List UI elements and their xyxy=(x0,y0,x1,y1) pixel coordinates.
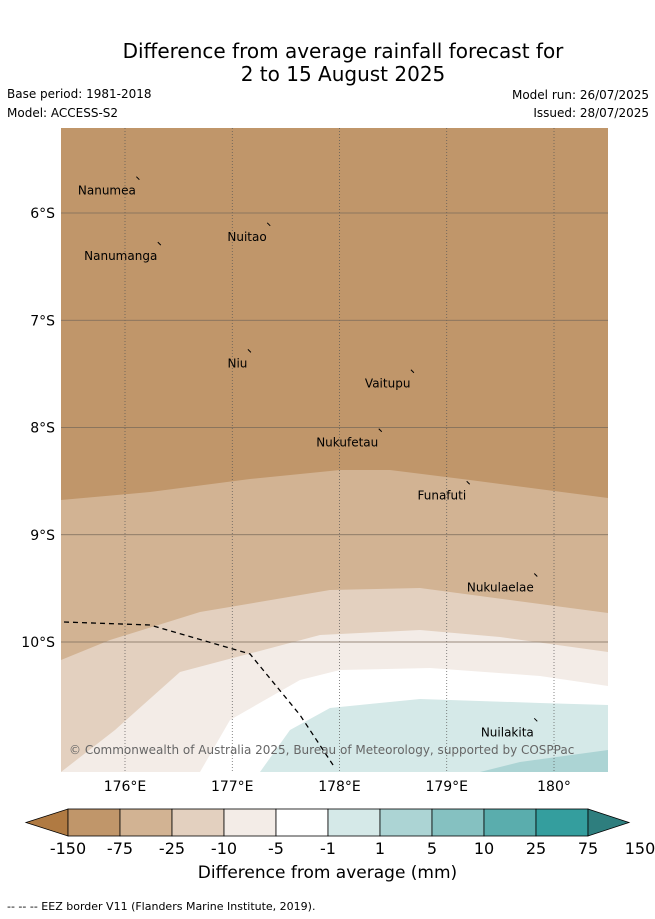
colorbar-extend-low xyxy=(24,808,69,837)
base-period: Base period: 1981-2018 xyxy=(7,87,152,101)
contour-plus-1 xyxy=(260,699,608,772)
colorbar-extend-high xyxy=(587,808,631,837)
y-tick-label: 6°S xyxy=(30,206,55,222)
island-outline xyxy=(136,176,140,181)
map-title: Difference from average rainfall forecas… xyxy=(0,40,655,86)
colorbar-segment xyxy=(431,808,485,837)
model-name: Model: ACCESS-S2 xyxy=(7,106,119,120)
island-outline xyxy=(533,717,538,722)
island-label: Nanumanga xyxy=(84,249,157,263)
eez-border xyxy=(63,621,336,769)
x-tick-label: 178°E xyxy=(318,779,361,795)
island-label: Vaitupu xyxy=(365,377,411,391)
x-tick-labels: 176°E 177°E 178°E 179°E 180° xyxy=(104,779,571,795)
island-label: Funafuti xyxy=(418,488,467,502)
y-tick-label: 8°S xyxy=(30,421,55,437)
island-nanumanga: Nanumanga xyxy=(84,241,162,263)
colorbar-tick-label: -75 xyxy=(106,839,134,858)
colorbar-segment xyxy=(223,808,277,837)
colorbar-segment xyxy=(483,808,537,837)
island-outline xyxy=(466,480,471,485)
island-label: Nuilakita xyxy=(481,725,534,739)
colorbar-tick-label: 25 xyxy=(525,839,547,858)
y-tick-label: 9°S xyxy=(30,528,55,544)
island-label: Nukulaelae xyxy=(467,581,534,595)
island-label: Nuitao xyxy=(227,230,266,244)
island-nuitao: Nuitao xyxy=(227,222,271,244)
island-label: Nanumea xyxy=(78,184,136,198)
colorbar-tick-label: 150 xyxy=(624,839,655,858)
colorbar-segment xyxy=(171,808,225,837)
rainfall-contours xyxy=(61,128,608,772)
colorbar-segment xyxy=(67,808,121,837)
island-nuilakita: Nuilakita xyxy=(481,717,538,739)
island-label: Nukufetau xyxy=(316,436,378,450)
y-tick-labels: 6°S 7°S 8°S 9°S 10°S xyxy=(21,206,55,651)
rainfall-map: Nanumea Nuitao Nanumanga Niu Vaitupu Nukufeta… xyxy=(21,128,608,795)
colorbar-tick-label: 75 xyxy=(577,839,599,858)
x-tick-label: 177°E xyxy=(211,779,254,795)
island-label: Niu xyxy=(227,356,247,370)
issued-date: Issued: 28/07/2025 xyxy=(533,106,649,120)
colorbar-segment xyxy=(327,808,381,837)
island-funafuti: Funafuti xyxy=(418,480,471,502)
island-vaitupu: Vaitupu xyxy=(365,369,415,391)
model-run: Model run: 26/07/2025 xyxy=(511,88,649,102)
colorbar-tick-label: 10 xyxy=(473,839,495,858)
colorbar-tick-label: -10 xyxy=(210,839,238,858)
colorbar-segment xyxy=(535,808,589,837)
colorbar-tick-label: -25 xyxy=(158,839,186,858)
island-nanumea: Nanumea xyxy=(78,176,140,198)
x-tick-label: 176°E xyxy=(104,779,147,795)
island-niu: Niu xyxy=(227,348,252,370)
graticule xyxy=(61,128,608,772)
colorbar-segment xyxy=(379,808,433,837)
title-line-2: 2 to 15 August 2025 xyxy=(240,62,446,86)
island-outline xyxy=(378,428,383,433)
colorbar-title: Difference from average (mm) xyxy=(197,863,458,883)
island-nukufetau: Nukufetau xyxy=(316,428,383,450)
island-nukulaelae: Nukulaelae xyxy=(467,573,538,595)
y-tick-label: 7°S xyxy=(30,313,55,329)
colorbar-tick-label: 5 xyxy=(426,839,438,858)
colorbar-segments xyxy=(24,808,631,837)
colorbar-tick-label: -5 xyxy=(268,839,284,858)
contour-plus-5 xyxy=(480,750,608,772)
title-line-1: Difference from average rainfall forecas… xyxy=(122,39,564,63)
eez-legend: -- -- -- EEZ border V11 (Flanders Marine… xyxy=(7,900,316,913)
island-outline xyxy=(410,369,415,374)
island-outline xyxy=(157,241,162,246)
copyright-text: © Commonwealth of Australia 2025, Bureau… xyxy=(69,743,574,757)
y-tick-label: 10°S xyxy=(21,635,55,651)
island-outline xyxy=(533,573,538,577)
x-tick-label: 179°E xyxy=(425,779,468,795)
colorbar-tick-label: 1 xyxy=(374,839,386,858)
islands: Nanumea Nuitao Nanumanga Niu Vaitupu Nukufeta… xyxy=(78,176,538,739)
colorbar-segment xyxy=(119,808,173,837)
island-outline xyxy=(266,222,271,227)
colorbar-tick-label: -1 xyxy=(320,839,336,858)
island-outline xyxy=(247,348,252,353)
x-tick-label: 180° xyxy=(537,779,571,795)
colorbar-tick-label: -150 xyxy=(49,839,87,858)
colorbar-segment xyxy=(275,808,329,837)
